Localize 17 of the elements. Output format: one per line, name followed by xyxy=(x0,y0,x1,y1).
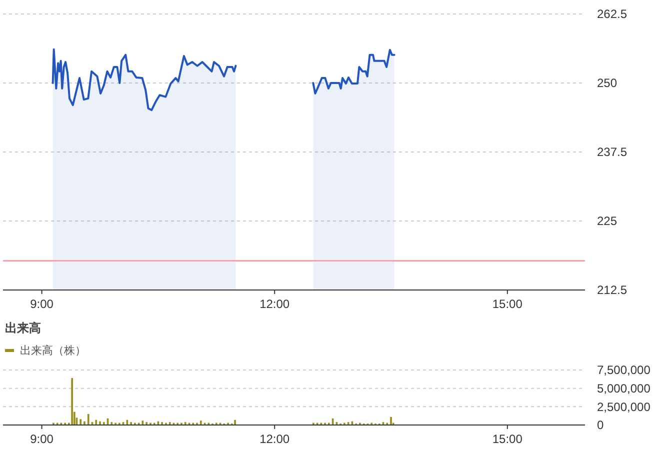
chart-title: 出来高 xyxy=(5,321,41,335)
y-tick-label: 225 xyxy=(597,214,618,228)
x-tick-label: 9:00 xyxy=(30,297,54,311)
y-tick-label: 237.5 xyxy=(597,145,628,160)
y-tick-label: 7,500,000 xyxy=(597,363,651,378)
x-tick-label: 9:00 xyxy=(30,432,54,446)
y-tick-label: 250 xyxy=(597,76,618,90)
y-tick-label: 5,000,000 xyxy=(597,382,651,396)
x-tick-label: 12:00 xyxy=(260,297,290,311)
x-tick-label: 15:00 xyxy=(492,432,523,446)
x-tick-label: 15:00 xyxy=(492,297,523,311)
y-tick-label: 212.5 xyxy=(597,283,628,298)
y-tick-label: 0 xyxy=(597,418,604,432)
y-tick-label: 2,500,000 xyxy=(597,400,651,414)
legend-label: 出来高（株） xyxy=(20,344,86,357)
x-tick-label: 12:00 xyxy=(260,432,290,446)
y-tick-label: 262.5 xyxy=(597,7,628,22)
